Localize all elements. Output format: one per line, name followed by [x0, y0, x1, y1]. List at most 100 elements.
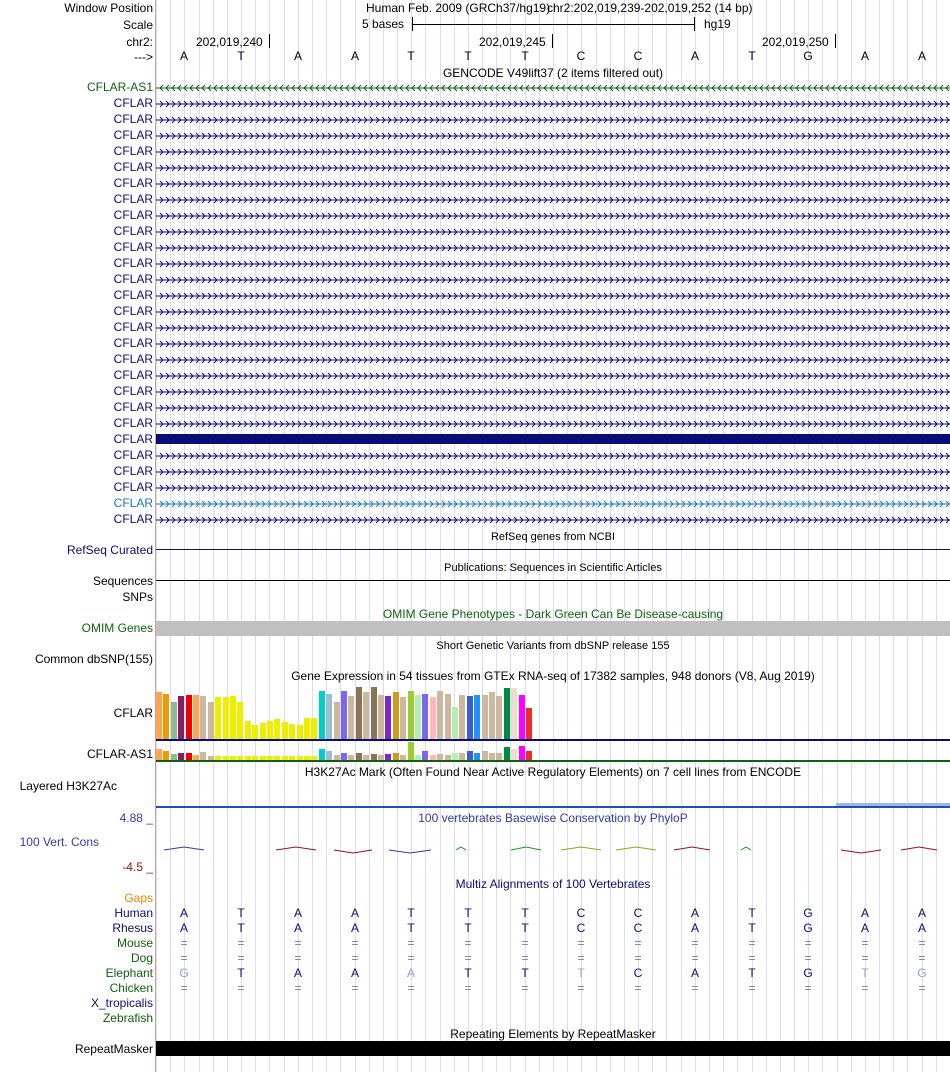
gtex-tissue-bar[interactable]	[185, 753, 192, 760]
gencode-transcript[interactable]	[156, 274, 950, 284]
gtex-tissue-bar[interactable]	[348, 696, 355, 740]
gtex-tissue-bar[interactable]	[252, 756, 259, 760]
gencode-transcript[interactable]	[156, 258, 950, 268]
gencode-item-label[interactable]: CFLAR	[113, 464, 153, 478]
gtex-tissue-bar[interactable]	[526, 708, 532, 740]
gencode-item-label[interactable]: CFLAR	[113, 336, 153, 350]
gtex-tissue-bar[interactable]	[274, 719, 281, 740]
species-label[interactable]: Chicken	[109, 981, 153, 995]
gtex-tissue-bar[interactable]	[415, 755, 421, 760]
gtex-tissue-bar[interactable]	[481, 751, 488, 760]
dbsnp-label[interactable]: Common dbSNP(155)	[34, 652, 153, 666]
gtex-tissue-bar[interactable]	[341, 753, 347, 760]
gtex-tissue-bar[interactable]	[363, 692, 370, 740]
gtex-tissue-bar[interactable]	[363, 755, 370, 760]
gtex-tissue-bar[interactable]	[244, 756, 251, 760]
gencode-item-label[interactable]: CFLAR	[113, 384, 153, 398]
publications-label[interactable]: Sequences	[92, 574, 153, 588]
gencode-transcript[interactable]	[156, 226, 950, 236]
gtex-tissue-bar[interactable]	[252, 725, 259, 740]
gtex-tissue-bar[interactable]	[518, 695, 525, 740]
gencode-item-label[interactable]: CFLAR	[113, 368, 153, 382]
gencode-transcript[interactable]	[156, 450, 950, 460]
gtex-tissue-bar[interactable]	[496, 753, 503, 760]
gtex-tissue-bar[interactable]	[333, 755, 340, 760]
repeatmasker-label[interactable]: RepeatMasker	[74, 1042, 153, 1056]
gencode-transcript[interactable]	[156, 210, 950, 220]
gtex-tissue-bar[interactable]	[178, 696, 185, 740]
gencode-item-label[interactable]: CFLAR	[113, 208, 153, 222]
gtex-tissue-bar[interactable]	[267, 721, 273, 740]
gtex-tissue-bar[interactable]	[511, 749, 518, 760]
gtex-tissue-bar[interactable]	[503, 747, 510, 760]
gencode-item-label[interactable]: CFLAR	[113, 448, 153, 462]
gtex-tissue-bar[interactable]	[304, 756, 310, 760]
gtex-tissue-bar[interactable]	[370, 754, 377, 760]
gencode-transcript[interactable]	[156, 242, 950, 252]
gtex-tissue-bar[interactable]	[422, 694, 429, 740]
phylop-label[interactable]: 100 Vert. Cons	[19, 835, 99, 849]
gencode-transcript[interactable]	[156, 306, 950, 316]
gtex-tissue-bar[interactable]	[474, 695, 481, 740]
gtex-tissue-bar[interactable]	[400, 755, 407, 760]
gencode-transcript[interactable]	[156, 130, 950, 140]
gtex-tissue-bar[interactable]	[400, 697, 407, 740]
gencode-item-label[interactable]: CFLAR	[113, 176, 153, 190]
gtex-tissue-bar[interactable]	[163, 751, 170, 760]
gtex-tissue-bar[interactable]	[466, 751, 473, 760]
gtex-tissue-bar[interactable]	[200, 752, 207, 760]
gencode-item-label[interactable]: CFLAR	[113, 320, 153, 334]
species-label[interactable]: Mouse	[116, 936, 153, 950]
gtex-tissue-bar[interactable]	[341, 691, 347, 740]
gtex-tissue-bar[interactable]	[489, 692, 495, 740]
gtex-tissue-bar[interactable]	[378, 755, 384, 760]
gencode-item-label[interactable]: CFLAR	[113, 144, 153, 158]
gtex-cflar-label[interactable]: CFLAR	[113, 706, 153, 720]
gtex-tissue-bar[interactable]	[281, 756, 288, 760]
gtex-tissue-bar[interactable]	[237, 702, 244, 740]
gencode-item-label[interactable]: CFLAR	[113, 96, 153, 110]
gtex-tissue-bar[interactable]	[378, 695, 384, 740]
gtex-tissue-bar[interactable]	[385, 754, 392, 760]
gtex-tissue-bar[interactable]	[444, 755, 451, 760]
gtex-tissue-bar[interactable]	[222, 756, 229, 760]
gencode-item-label[interactable]: CFLAR	[113, 112, 153, 126]
gencode-transcript[interactable]	[156, 146, 950, 156]
gtex-tissue-bar[interactable]	[437, 691, 444, 740]
gtex-tissue-bar[interactable]	[459, 695, 466, 740]
gtex-tissue-bar[interactable]	[156, 749, 162, 760]
gtex-tissue-bar[interactable]	[489, 753, 495, 760]
gencode-item-label[interactable]: CFLAR	[113, 304, 153, 318]
gtex-cflar-as1-label[interactable]: CFLAR-AS1	[86, 747, 153, 761]
gencode-item-label[interactable]: CFLAR	[113, 256, 153, 270]
refseq-label[interactable]: RefSeq Curated	[66, 543, 153, 557]
gtex-tissue-bar[interactable]	[222, 697, 229, 740]
gtex-tissue-bar[interactable]	[526, 751, 532, 760]
gtex-tissue-bar[interactable]	[452, 753, 458, 760]
gtex-tissue-bar[interactable]	[452, 707, 458, 740]
gencode-transcript[interactable]	[156, 82, 950, 92]
gencode-transcript[interactable]	[156, 98, 950, 108]
gtex-tissue-bar[interactable]	[415, 695, 421, 740]
gtex-tissue-bar[interactable]	[355, 687, 362, 740]
gtex-tissue-bar[interactable]	[318, 749, 325, 760]
gencode-item-label[interactable]: CFLAR	[113, 224, 153, 238]
gencode-transcript[interactable]	[156, 466, 950, 476]
gtex-tissue-bar[interactable]	[230, 756, 236, 760]
gencode-item-label[interactable]: CFLAR	[113, 128, 153, 142]
gencode-transcript[interactable]	[156, 194, 950, 204]
gtex-tissue-bar[interactable]	[503, 688, 510, 740]
gtex-tissue-bar[interactable]	[156, 692, 162, 740]
phylop-track[interactable]	[156, 838, 950, 862]
gtex-tissue-bar[interactable]	[215, 756, 222, 760]
gtex-tissue-bar[interactable]	[193, 695, 199, 740]
gencode-transcript[interactable]	[156, 434, 950, 444]
gtex-tissue-bar[interactable]	[407, 691, 414, 740]
track-data-area[interactable]: Human Feb. 2009 (GRCh37/hg19) chr2:202,0…	[156, 0, 950, 1072]
species-label[interactable]: Zebrafish	[102, 1011, 153, 1025]
gencode-transcript[interactable]	[156, 114, 950, 124]
gencode-item-label[interactable]: CFLAR	[113, 480, 153, 494]
gtex-tissue-bar[interactable]	[230, 696, 236, 740]
gencode-transcript[interactable]	[156, 290, 950, 300]
gtex-tissue-bar[interactable]	[244, 721, 251, 740]
